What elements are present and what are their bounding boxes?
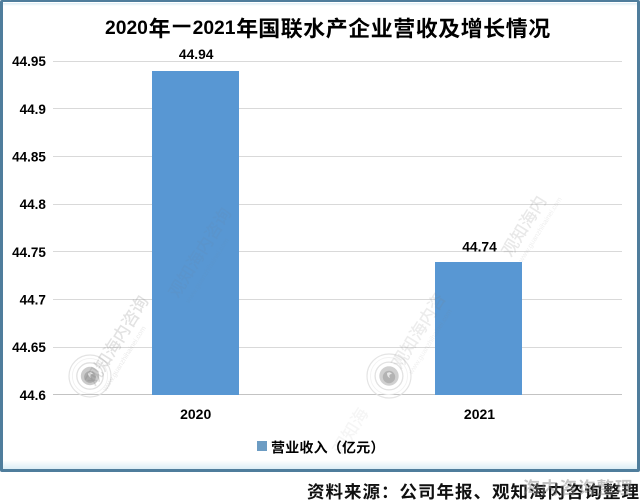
svg-text:44.8: 44.8 <box>20 197 47 212</box>
svg-text:2020: 2020 <box>180 406 211 422</box>
svg-text:44.7: 44.7 <box>20 292 46 307</box>
svg-text:44.74: 44.74 <box>462 239 497 254</box>
svg-text:2021: 2021 <box>464 406 495 422</box>
svg-text:44.65: 44.65 <box>12 340 46 355</box>
svg-text:2021: 2021 <box>193 18 236 39</box>
svg-text:44.6: 44.6 <box>20 388 47 403</box>
svg-text:44.9: 44.9 <box>20 102 46 117</box>
svg-text:www.guanzhihainei.com: www.guanzhihainei.com <box>101 325 147 393</box>
svg-text:44.94: 44.94 <box>179 47 214 62</box>
svg-text:44.85: 44.85 <box>12 149 46 164</box>
svg-text:www.guanzhihainei.com: www.guanzhihainei.com <box>184 237 230 305</box>
svg-text:44.95: 44.95 <box>12 54 46 69</box>
svg-text:44.75: 44.75 <box>12 245 46 260</box>
svg-text:www.guanzhihainei.com: www.guanzhihainei.com <box>407 308 453 376</box>
svg-text:2020: 2020 <box>105 18 148 39</box>
svg-text:www.guanzhihainei.com: www.guanzhihainei.com <box>517 196 563 264</box>
